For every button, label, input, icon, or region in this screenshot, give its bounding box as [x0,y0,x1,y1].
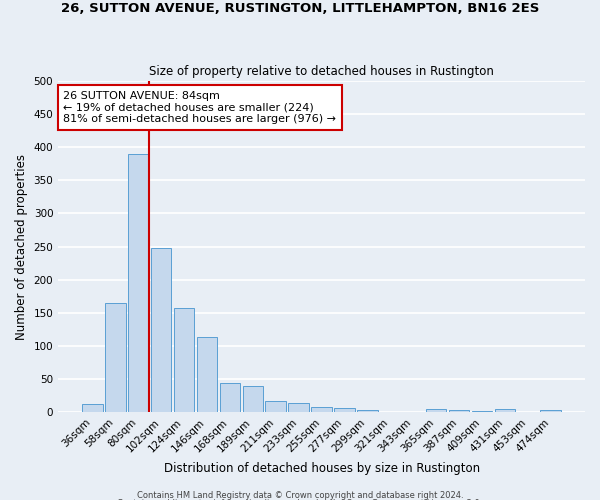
Bar [311,406,332,412]
Y-axis label: Number of detached properties: Number of detached properties [15,154,28,340]
Bar [289,402,309,412]
Text: 26, SUTTON AVENUE, RUSTINGTON, LITTLEHAMPTON, BN16 2ES: 26, SUTTON AVENUE, RUSTINGTON, LITTLEHAM… [61,2,539,16]
Bar [151,248,172,412]
Bar [82,404,103,412]
Text: 26 SUTTON AVENUE: 84sqm
← 19% of detached houses are smaller (224)
81% of semi-d: 26 SUTTON AVENUE: 84sqm ← 19% of detache… [64,91,337,124]
Bar [105,303,125,412]
Bar [197,337,217,412]
Bar [426,408,446,412]
Text: Contains public sector information licensed under the Open Government Licence v3: Contains public sector information licen… [118,499,482,500]
Bar [541,410,561,412]
Title: Size of property relative to detached houses in Rustington: Size of property relative to detached ho… [149,66,494,78]
Bar [265,400,286,412]
Bar [174,308,194,412]
X-axis label: Distribution of detached houses by size in Rustington: Distribution of detached houses by size … [164,462,479,475]
Bar [128,154,149,412]
Bar [334,408,355,412]
Text: Contains HM Land Registry data © Crown copyright and database right 2024.: Contains HM Land Registry data © Crown c… [137,490,463,500]
Bar [242,386,263,412]
Bar [357,410,378,412]
Bar [449,410,469,412]
Bar [220,383,240,412]
Bar [472,410,493,412]
Bar [494,410,515,412]
